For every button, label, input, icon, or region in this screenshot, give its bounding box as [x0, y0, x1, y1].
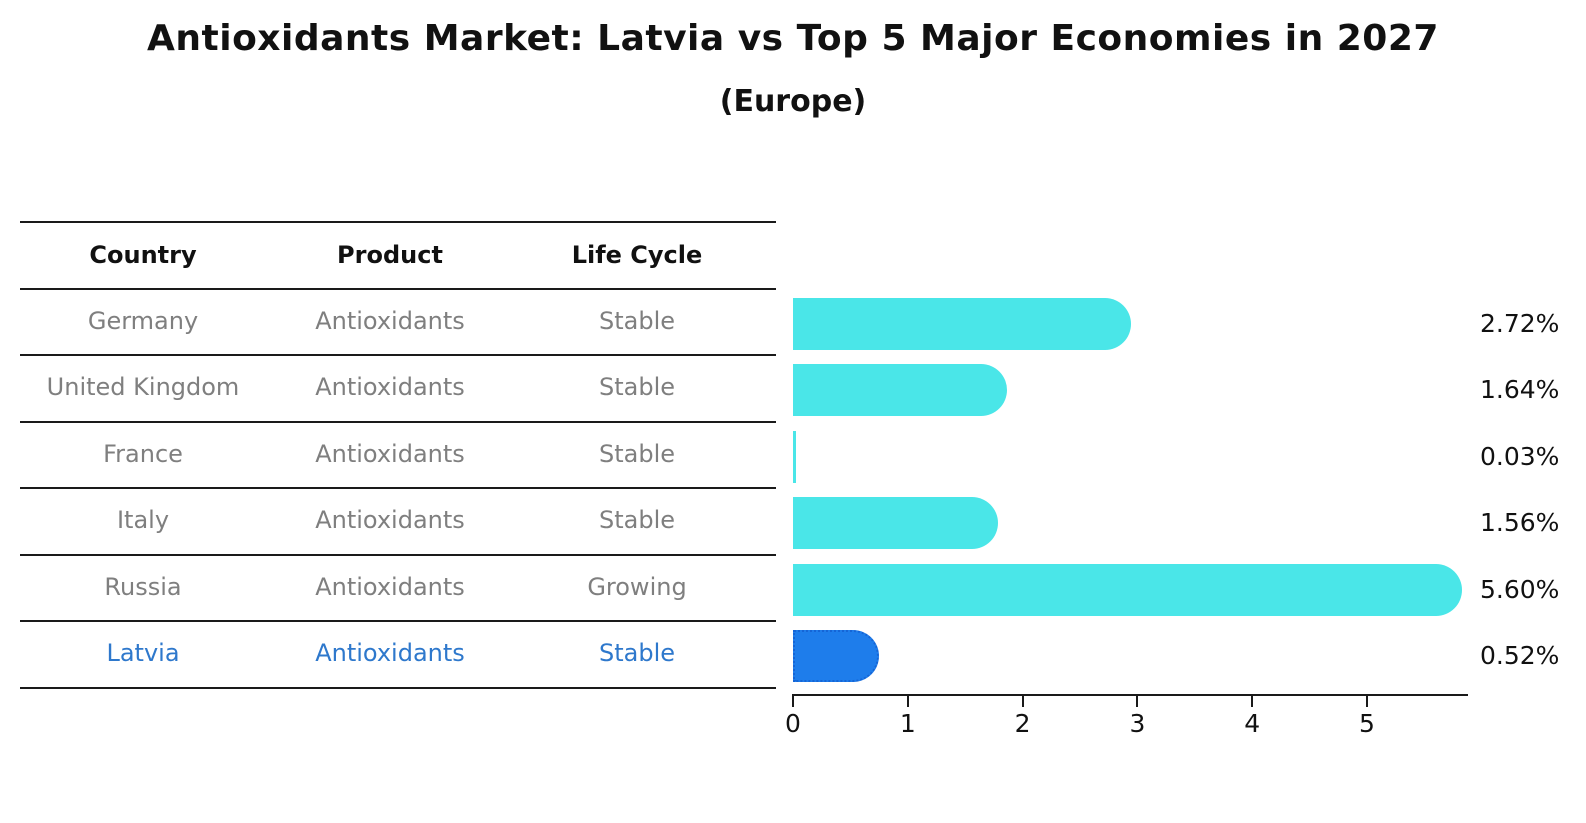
column-header-country: Country: [89, 241, 197, 269]
table-row-united-kingdom: United Kingdom Antioxidants Stable: [0, 370, 776, 404]
x-axis-tick-label: 0: [785, 709, 801, 738]
cell-life-cycle: Stable: [598, 373, 676, 401]
cell-product: Antioxidants: [315, 307, 465, 335]
x-axis-tick: [1021, 694, 1024, 707]
table-row-rule: [20, 620, 776, 622]
column-header-product: Product: [337, 241, 443, 269]
bar-germany: [793, 298, 1132, 350]
table-row-rule: [20, 354, 776, 356]
bar-latvia: [793, 630, 879, 682]
x-axis-tick-label: 3: [1129, 709, 1146, 738]
table-row-latvia: Latvia Antioxidants Stable: [0, 636, 776, 670]
cell-country: United Kingdom: [46, 373, 240, 401]
value-label-united-kingdom: 1.64%: [1480, 375, 1560, 404]
cell-product: Antioxidants: [315, 373, 465, 401]
table-row-rule: [20, 487, 776, 489]
bar-france: [793, 431, 797, 483]
cell-product: Antioxidants: [315, 639, 465, 667]
cell-product: Antioxidants: [315, 506, 465, 534]
table-row-rule: [20, 554, 776, 556]
table-header-rule: [20, 288, 776, 290]
cell-life-cycle: Stable: [598, 440, 676, 468]
cell-product: Antioxidants: [315, 573, 465, 601]
table-row-germany: Germany Antioxidants Stable: [0, 304, 776, 338]
cell-product: Antioxidants: [315, 440, 465, 468]
bar-italy: [793, 497, 999, 549]
column-header-lifecycle: Life Cycle: [571, 241, 703, 269]
cell-life-cycle: Growing: [587, 573, 687, 601]
chart-title: Antioxidants Market: Latvia vs Top 5 Maj…: [147, 18, 1439, 59]
x-axis-tick: [1251, 694, 1254, 707]
x-axis-tick-label: 2: [1014, 709, 1031, 738]
cell-life-cycle: Stable: [598, 639, 676, 667]
cell-country: Russia: [104, 573, 182, 601]
table-row-rule: [20, 421, 776, 423]
cell-life-cycle: Stable: [598, 506, 676, 534]
x-axis-tick-label: 5: [1359, 709, 1375, 738]
x-axis-tick-label: 1: [899, 709, 916, 738]
table-row-russia: Russia Antioxidants Growing: [0, 570, 776, 604]
table-row-italy: Italy Antioxidants Stable: [0, 503, 776, 537]
table-bottom-rule: [20, 687, 776, 689]
x-axis-tick: [1136, 694, 1139, 707]
cell-country: France: [103, 440, 183, 468]
x-axis-tick: [1366, 694, 1368, 707]
x-axis-tick: [792, 694, 794, 707]
cell-life-cycle: Stable: [598, 307, 676, 335]
x-axis-tick-label: 4: [1244, 709, 1261, 738]
chart-subtitle: (Europe): [719, 84, 867, 119]
table-top-rule: [20, 221, 776, 223]
value-label-russia: 5.60%: [1480, 575, 1560, 604]
table-row-france: France Antioxidants Stable: [0, 437, 776, 471]
x-axis-tick: [906, 694, 909, 707]
value-label-france: 0.03%: [1480, 442, 1560, 471]
value-label-germany: 2.72%: [1480, 309, 1560, 338]
bar-russia: [793, 564, 1462, 616]
value-label-italy: 1.56%: [1480, 508, 1560, 537]
value-label-latvia: 0.52%: [1480, 641, 1560, 670]
cell-country: Italy: [116, 506, 170, 534]
bar-united-kingdom: [793, 364, 1008, 416]
cell-country: Latvia: [106, 639, 180, 667]
table-header-row: Country Product Life Cycle: [0, 238, 776, 272]
cell-country: Germany: [87, 307, 199, 335]
x-axis-line: [792, 694, 1468, 696]
